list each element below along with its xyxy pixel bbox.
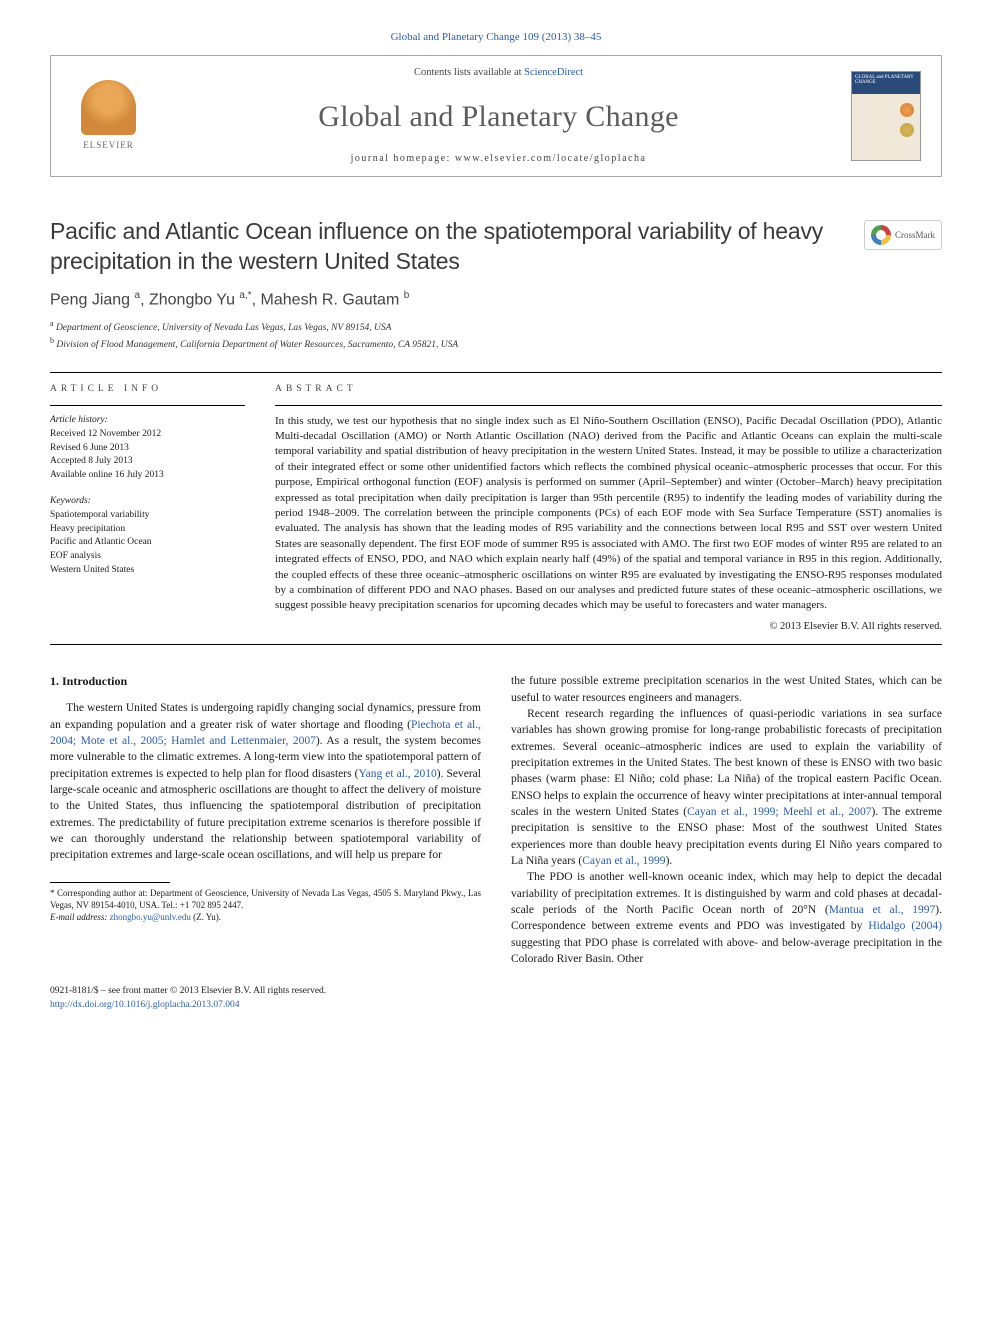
- journal-title: Global and Planetary Change: [166, 96, 831, 138]
- sciencedirect-link[interactable]: ScienceDirect: [524, 67, 583, 78]
- front-matter-line: 0921-8181/$ – see front matter © 2013 El…: [50, 985, 942, 998]
- column-left: 1. Introduction The western United State…: [50, 673, 481, 967]
- contents-line: Contents lists available at ScienceDirec…: [166, 66, 831, 81]
- history-accepted: Accepted 8 July 2013: [50, 455, 245, 469]
- crossmark-icon: [871, 225, 891, 245]
- keyword-item: EOF analysis: [50, 550, 245, 564]
- abstract-text: In this study, we test our hypothesis th…: [275, 414, 942, 614]
- divider: [50, 372, 942, 373]
- divider: [50, 405, 245, 406]
- section-heading-1: 1. Introduction: [50, 673, 481, 690]
- footnote-rule: [50, 882, 170, 883]
- corresponding-author-note: * Corresponding author at: Department of…: [50, 887, 481, 911]
- email-suffix: (Z. Yu).: [191, 912, 221, 922]
- body-paragraph: the future possible extreme precipitatio…: [511, 673, 942, 706]
- footnotes: * Corresponding author at: Department of…: [50, 887, 481, 923]
- author-email-link[interactable]: zhongbo.yu@unlv.edu: [110, 912, 191, 922]
- journal-cover-thumbnail: GLOBAL and PLANETARY CHANGE: [851, 71, 921, 161]
- body-text: ).: [666, 855, 673, 867]
- body-paragraph: Recent research regarding the influences…: [511, 706, 942, 869]
- elsevier-logo: ELSEVIER: [71, 74, 146, 159]
- affiliations: a Department of Geoscience, University o…: [50, 318, 942, 353]
- citation-link[interactable]: Mantua et al., 1997: [829, 904, 936, 916]
- article-info-heading: ARTICLE INFO: [50, 383, 245, 397]
- abstract-heading: ABSTRACT: [275, 383, 942, 396]
- email-label: E-mail address:: [50, 912, 110, 922]
- history-revised: Revised 6 June 2013: [50, 442, 245, 456]
- contents-prefix: Contents lists available at: [414, 67, 524, 78]
- body-paragraph: The western United States is undergoing …: [50, 700, 481, 863]
- history-received: Received 12 November 2012: [50, 428, 245, 442]
- affiliation-b-text: Division of Flood Management, California…: [56, 340, 458, 350]
- running-head: Global and Planetary Change 109 (2013) 3…: [50, 30, 942, 45]
- history-online: Available online 16 July 2013: [50, 469, 245, 483]
- article-history: Article history: Received 12 November 20…: [50, 414, 245, 483]
- body-text: suggesting that PDO phase is correlated …: [511, 937, 942, 965]
- divider: [275, 405, 942, 406]
- article-title: Pacific and Atlantic Ocean influence on …: [50, 217, 844, 277]
- keywords-block: Keywords: Spatiotemporal variability Hea…: [50, 495, 245, 578]
- abstract-copyright: © 2013 Elsevier B.V. All rights reserved…: [275, 620, 942, 635]
- journal-header: ELSEVIER Contents lists available at Sci…: [50, 55, 942, 177]
- affiliation-b: b Division of Flood Management, Californ…: [50, 335, 942, 352]
- body-text: Recent research regarding the influences…: [511, 708, 942, 818]
- cover-art-icon: [900, 103, 914, 137]
- column-right: the future possible extreme precipitatio…: [511, 673, 942, 967]
- citation-link[interactable]: Yang et al., 2010: [358, 768, 436, 780]
- article-info-column: ARTICLE INFO Article history: Received 1…: [50, 383, 245, 634]
- cover-title-badge: GLOBAL and PLANETARY CHANGE: [855, 75, 920, 85]
- body-text: ). Several large-scale oceanic and atmos…: [50, 768, 481, 862]
- crossmark-badge[interactable]: CrossMark: [864, 220, 942, 250]
- abstract-column: ABSTRACT In this study, we test our hypo…: [275, 383, 942, 634]
- homepage-prefix: journal homepage:: [351, 153, 455, 164]
- email-line: E-mail address: zhongbo.yu@unlv.edu (Z. …: [50, 911, 481, 923]
- body-paragraph: The PDO is another well-known oceanic in…: [511, 869, 942, 967]
- affiliation-a: a Department of Geoscience, University o…: [50, 318, 942, 335]
- homepage-url: www.elsevier.com/locate/gloplacha: [455, 153, 647, 164]
- citation-link[interactable]: Cayan et al., 1999: [582, 855, 665, 867]
- keyword-item: Western United States: [50, 564, 245, 578]
- keyword-item: Heavy precipitation: [50, 523, 245, 537]
- page-footer: 0921-8181/$ – see front matter © 2013 El…: [50, 985, 942, 1012]
- body-two-column: 1. Introduction The western United State…: [50, 673, 942, 967]
- citation-link[interactable]: Cayan et al., 1999; Meehl et al., 2007: [687, 806, 871, 818]
- journal-homepage: journal homepage: www.elsevier.com/locat…: [166, 152, 831, 166]
- keyword-item: Pacific and Atlantic Ocean: [50, 536, 245, 550]
- citation-link[interactable]: Hidalgo (2004): [868, 920, 942, 932]
- elsevier-tree-icon: [81, 80, 136, 135]
- keyword-item: Spatiotemporal variability: [50, 509, 245, 523]
- divider: [50, 644, 942, 645]
- author-list: Peng Jiang a, Zhongbo Yu a,*, Mahesh R. …: [50, 289, 942, 312]
- crossmark-label: CrossMark: [895, 229, 935, 242]
- affiliation-a-text: Department of Geoscience, University of …: [56, 323, 391, 333]
- header-center: Contents lists available at ScienceDirec…: [166, 66, 831, 166]
- publisher-name: ELSEVIER: [83, 139, 134, 152]
- keywords-heading: Keywords:: [50, 495, 245, 509]
- doi-link[interactable]: http://dx.doi.org/10.1016/j.gloplacha.20…: [50, 1000, 240, 1010]
- history-heading: Article history:: [50, 414, 245, 428]
